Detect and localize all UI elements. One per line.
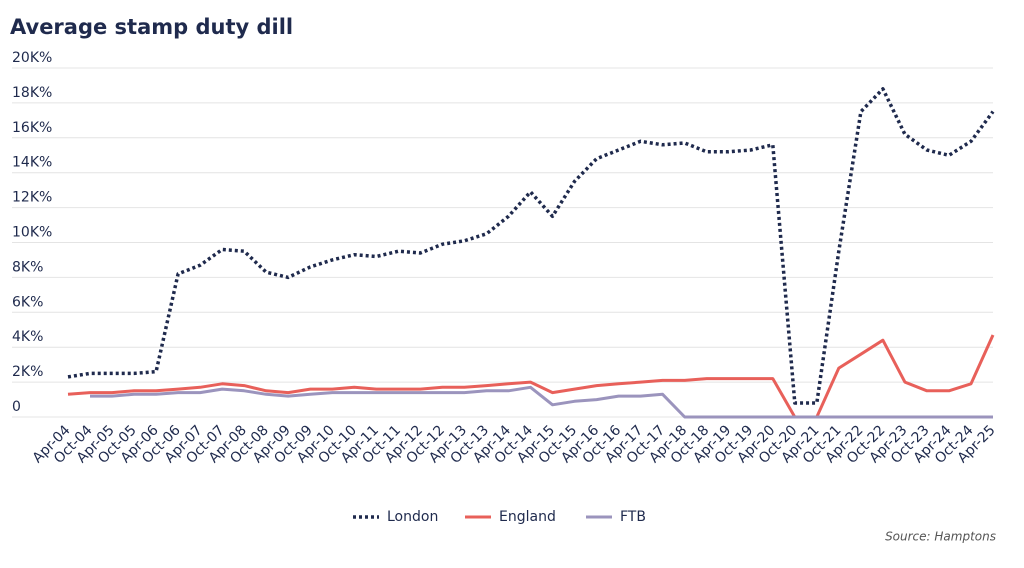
y-tick-label: 16K% <box>12 120 52 136</box>
y-tick-label: 8K% <box>12 259 43 275</box>
y-tick-label: 14K% <box>12 155 52 171</box>
y-tick-label: 2K% <box>12 364 43 380</box>
y-tick-label: 6K% <box>12 294 43 310</box>
legend-label: FTB <box>620 509 646 525</box>
y-tick-label: 20K% <box>12 50 52 66</box>
source-note: Source: Hamptons <box>885 530 996 544</box>
y-tick-label: 4K% <box>12 329 43 345</box>
y-tick-label: 12K% <box>12 190 52 206</box>
y-tick-label: 0 <box>12 399 21 415</box>
series-line <box>67 87 995 405</box>
series-line <box>90 385 993 419</box>
legend-label: England <box>499 509 556 525</box>
y-tick-label: 10K% <box>12 225 52 241</box>
series-line <box>67 334 995 419</box>
y-tick-label: 18K% <box>12 85 52 101</box>
chart-title: Average stamp duty dill <box>10 15 293 39</box>
legend-label: London <box>387 509 438 525</box>
